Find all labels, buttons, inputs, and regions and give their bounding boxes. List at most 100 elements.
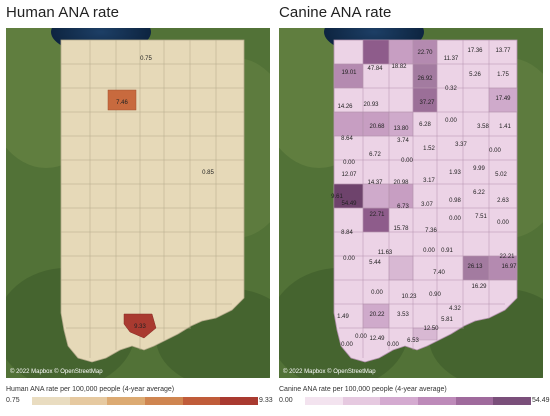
canine-label: 0.00 bbox=[341, 342, 353, 348]
human-legend-bar bbox=[32, 397, 259, 405]
human-legend-swatch bbox=[69, 397, 108, 405]
canine-label: 3.53 bbox=[397, 312, 409, 318]
canine-legend-bar bbox=[305, 397, 532, 405]
canine-label: 0.32 bbox=[445, 86, 457, 92]
canine-label: 54.49 bbox=[341, 201, 357, 207]
canine-map-title: Canine ANA rate bbox=[279, 4, 392, 21]
canine-label: 12.50 bbox=[423, 326, 439, 332]
human-legend-max: 9.33 bbox=[259, 397, 273, 404]
canine-label: 7.40 bbox=[433, 270, 445, 276]
canine-label: 13.77 bbox=[495, 48, 511, 54]
canine-label: 0.00 bbox=[445, 118, 457, 124]
canine-label: 20.98 bbox=[393, 180, 409, 186]
canine-label: 11.63 bbox=[378, 250, 393, 256]
canine-label: 6.28 bbox=[419, 122, 431, 128]
canine-label: 6.22 bbox=[473, 190, 485, 196]
canine-label: 22.21 bbox=[499, 254, 515, 260]
human-map[interactable]: 0.75 7.46 0.85 9.33 © 2022 Mapbox © Open… bbox=[6, 28, 270, 378]
canine-label: 8.64 bbox=[341, 136, 353, 142]
canine-legend-title: Canine ANA rate per 100,000 people (4-ye… bbox=[279, 386, 447, 393]
canine-label: 20.22 bbox=[369, 312, 385, 318]
canine-label: 1.41 bbox=[499, 124, 511, 130]
human-label-3: 9.33 bbox=[134, 324, 146, 330]
indiana-state-shape bbox=[60, 39, 245, 363]
canine-label: 3.07 bbox=[421, 202, 433, 208]
canine-label: 18.82 bbox=[391, 64, 407, 70]
canine-legend-swatch bbox=[305, 397, 343, 405]
human-legend-title: Human ANA rate per 100,000 people (4-yea… bbox=[6, 386, 175, 393]
canine-label: 11.37 bbox=[444, 56, 459, 62]
canine-label: 0.91 bbox=[441, 248, 453, 254]
canine-label: 7.36 bbox=[425, 228, 437, 234]
canine-label: 0.00 bbox=[387, 342, 399, 348]
canine-label: 17.49 bbox=[495, 96, 511, 102]
canine-label: 26.13 bbox=[467, 264, 483, 270]
canine-label: 0.00 bbox=[489, 148, 501, 154]
canine-label: 3.17 bbox=[423, 178, 435, 184]
canine-label: 19.01 bbox=[341, 70, 357, 76]
human-map-attribution[interactable]: © 2022 Mapbox © OpenStreetMap bbox=[10, 369, 103, 375]
canine-label: 10.23 bbox=[401, 294, 417, 300]
canine-label: 0.00 bbox=[449, 216, 461, 222]
canine-label: 7.51 bbox=[475, 214, 487, 220]
canine-label: 1.75 bbox=[497, 72, 509, 78]
county-highlight-9-33 bbox=[123, 313, 157, 339]
canine-label: 26.92 bbox=[417, 76, 433, 82]
canine-label: 12.49 bbox=[369, 336, 385, 342]
human-map-title: Human ANA rate bbox=[6, 4, 120, 21]
canine-label: 22.70 bbox=[417, 50, 433, 56]
canine-legend-swatch bbox=[342, 397, 381, 405]
canine-label: 37.27 bbox=[419, 100, 435, 106]
canine-legend-swatch bbox=[455, 397, 494, 405]
canine-legend-swatch bbox=[493, 397, 532, 405]
canine-legend-min: 0.00 bbox=[279, 397, 293, 404]
canine-label: 16.97 bbox=[501, 264, 517, 270]
canine-label: 16.29 bbox=[471, 284, 487, 290]
human-legend-swatch bbox=[145, 397, 183, 405]
canine-label: 0.00 bbox=[343, 256, 355, 262]
canine-map[interactable]: 22.70 17.36 13.77 11.37 19.01 47.84 18.8… bbox=[279, 28, 543, 378]
canine-label: 6.73 bbox=[397, 204, 409, 210]
canine-label: 17.36 bbox=[467, 48, 483, 54]
canine-label: 9.61 bbox=[331, 194, 343, 200]
canine-label: 1.49 bbox=[337, 314, 349, 320]
canine-label: 0.00 bbox=[371, 290, 383, 296]
canine-label: 0.00 bbox=[343, 160, 355, 166]
human-legend-min: 0.75 bbox=[6, 397, 20, 404]
canine-map-attribution[interactable]: © 2022 Mapbox © OpenStreetMap bbox=[283, 369, 376, 375]
canine-label: 22.71 bbox=[369, 212, 385, 218]
canine-label: 20.93 bbox=[363, 102, 379, 108]
canine-label: 6.53 bbox=[407, 338, 419, 344]
canine-label: 47.84 bbox=[367, 66, 383, 72]
human-label-0: 0.75 bbox=[140, 56, 152, 62]
canine-label: 0.00 bbox=[355, 334, 367, 340]
canine-label: 1.93 bbox=[449, 170, 461, 176]
canine-label: 0.00 bbox=[423, 248, 435, 254]
canine-label: 5.26 bbox=[469, 72, 481, 78]
canine-legend-swatch bbox=[418, 397, 456, 405]
canine-label: 14.37 bbox=[367, 180, 383, 186]
human-legend-swatch bbox=[32, 397, 70, 405]
canine-map-svg: 22.70 17.36 13.77 11.37 19.01 47.84 18.8… bbox=[279, 28, 543, 378]
canine-label: 15.78 bbox=[393, 226, 409, 232]
human-legend-swatch bbox=[182, 397, 221, 405]
canine-label: 0.90 bbox=[429, 292, 441, 298]
human-legend-swatch bbox=[220, 397, 259, 405]
human-label-1: 7.46 bbox=[116, 100, 128, 106]
canine-map-panel: Canine ANA rate bbox=[277, 0, 550, 416]
canine-label: 0.98 bbox=[449, 198, 461, 204]
human-map-panel: Human ANA rate bbox=[4, 0, 274, 416]
canine-label: 20.68 bbox=[369, 124, 385, 130]
human-label-2: 0.85 bbox=[202, 170, 214, 176]
county-highlight-7-46 bbox=[107, 89, 137, 111]
canine-label: 8.84 bbox=[341, 230, 353, 236]
canine-label: 6.72 bbox=[369, 152, 381, 158]
canine-label: 12.07 bbox=[341, 172, 357, 178]
canine-legend-swatch bbox=[380, 397, 419, 405]
human-map-svg: 0.75 7.46 0.85 9.33 bbox=[6, 28, 270, 378]
canine-label: 5.02 bbox=[495, 172, 507, 178]
canine-label: 5.81 bbox=[441, 317, 453, 323]
canine-label: 3.74 bbox=[397, 138, 409, 144]
canine-label: 3.37 bbox=[455, 142, 467, 148]
canine-label: 3.58 bbox=[477, 124, 489, 130]
